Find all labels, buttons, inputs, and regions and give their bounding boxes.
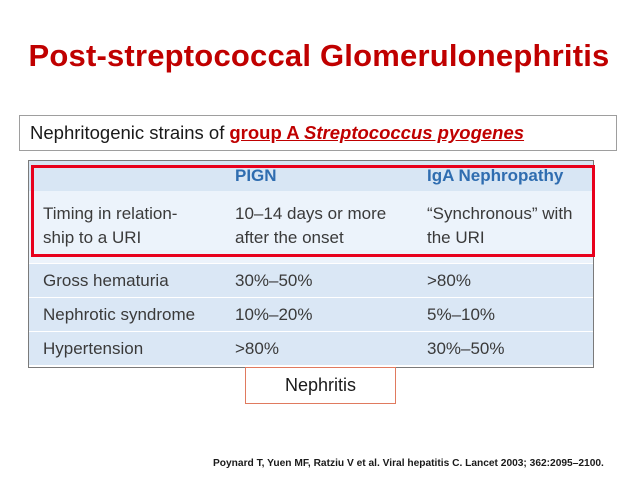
table-row: Nephrotic syndrome 10%–20% 5%–10%: [29, 297, 593, 331]
table-header-pign: PIGN: [235, 166, 277, 185]
timing-label-line2: ship to a URI: [43, 228, 142, 247]
subtitle-highlight: group A Streptococcus pyogenes: [229, 122, 524, 144]
table-row: Hypertension >80% 30%–50%: [29, 331, 593, 365]
table-row: Gross hematuria 30%–50% >80%: [29, 263, 593, 297]
timing-iga-line2: the URI: [427, 228, 485, 247]
timing-pign-line2: after the onset: [235, 228, 344, 247]
row-pign-value: 30%–50%: [235, 271, 313, 290]
table-header-iga: IgA Nephropathy: [427, 166, 564, 185]
timing-label-line1: Timing in relation-: [43, 204, 178, 223]
row-pign-value: 10%–20%: [235, 305, 313, 324]
citation: Poynard T, Yuen MF, Ratziu V et al. Vira…: [213, 458, 604, 469]
highlight-box: [31, 165, 595, 257]
row-label: Gross hematuria: [43, 271, 169, 290]
row-label: Nephrotic syndrome: [43, 305, 196, 324]
subtitle-highlight-italic: Streptococcus pyogenes: [304, 122, 525, 143]
row-iga-value: >80%: [427, 271, 471, 290]
nephritis-callout: Nephritis: [245, 367, 396, 404]
slide-title: Post-streptococcal Glomerulonephritis: [28, 38, 610, 73]
timing-iga-line1: “Synchronous” with: [427, 204, 573, 223]
nephritis-label: Nephritis: [284, 375, 357, 395]
row-pign-value: >80%: [235, 339, 279, 358]
row-label: Hypertension: [43, 339, 144, 358]
row-iga-value: 5%–10%: [427, 305, 496, 324]
table-row-timing: Timing in relation- ship to a URI 10–14 …: [29, 191, 593, 263]
comparison-table: PIGN IgA Nephropathy Timing in relation-…: [28, 160, 594, 368]
subtitle-box: Nephritogenic strains of group A Strepto…: [19, 115, 617, 151]
row-iga-value: 30%–50%: [427, 339, 505, 358]
timing-pign-line1: 10–14 days or more: [235, 204, 387, 223]
subtitle-highlight-plain: group A: [229, 122, 305, 143]
subtitle-prefix: Nephritogenic strains of: [30, 122, 225, 143]
